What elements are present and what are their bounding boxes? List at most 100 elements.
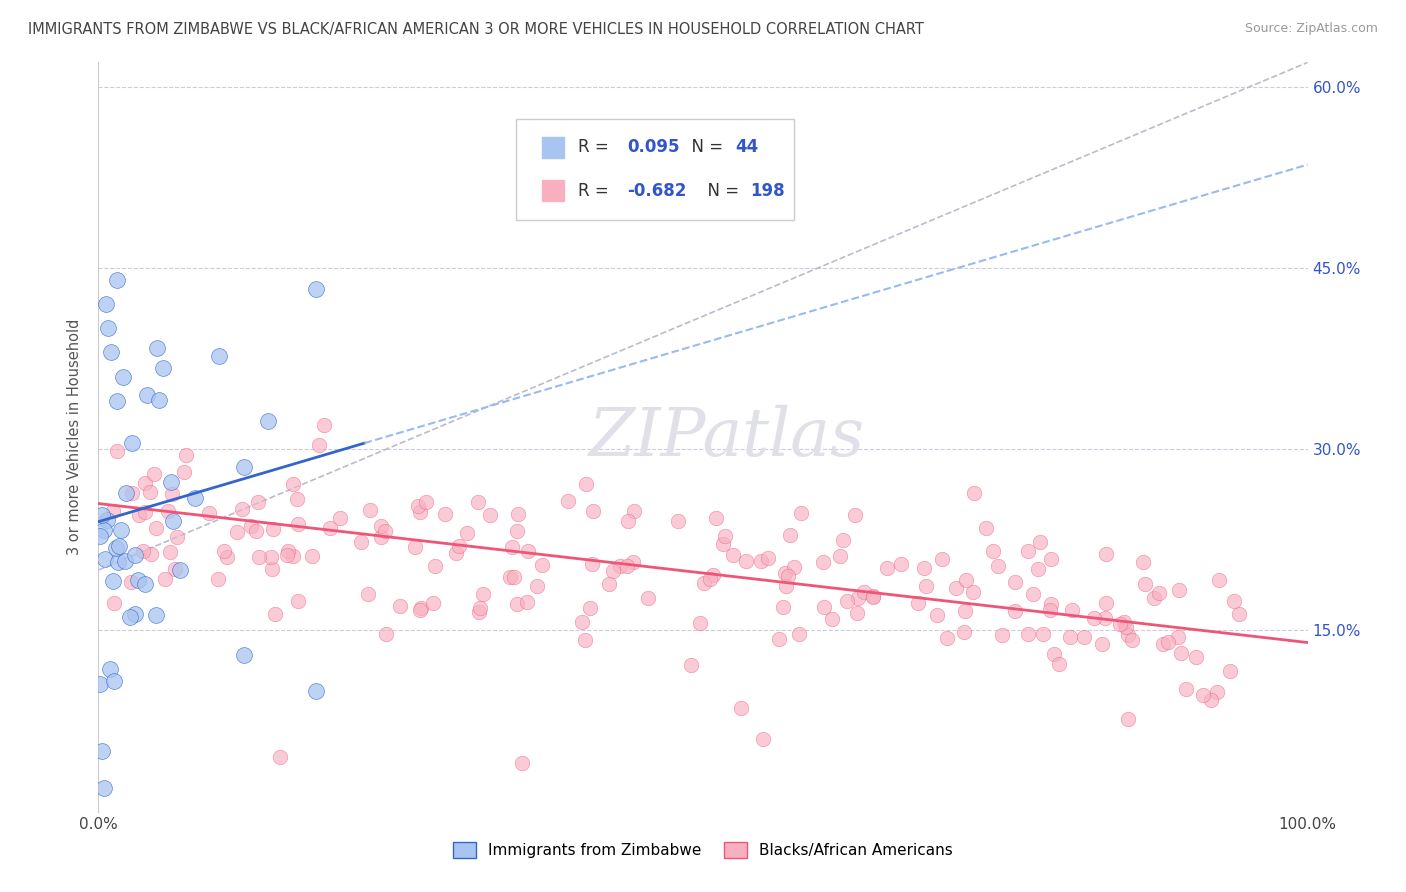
Point (121, 486, 143, 500)
Point (1094, 611, 1116, 625)
Point (837, 593, 859, 607)
Point (1199, 693, 1222, 707)
Point (359, 502, 381, 516)
Point (305, 684, 328, 698)
Point (846, 606, 869, 620)
Point (281, 549, 304, 564)
Point (1116, 628, 1139, 642)
Point (90, 508, 112, 523)
Legend: Immigrants from Zimbabwe, Blacks/African Americans: Immigrants from Zimbabwe, Blacks/African… (447, 836, 959, 864)
Point (247, 495, 270, 509)
Point (530, 558, 553, 572)
Point (468, 605, 491, 619)
Point (156, 504, 179, 518)
Point (1168, 583, 1191, 598)
Point (128, 508, 150, 522)
Point (121, 435, 143, 450)
Point (581, 557, 603, 571)
Point (409, 603, 432, 617)
Point (1109, 616, 1132, 631)
Point (142, 467, 165, 481)
Point (231, 502, 253, 516)
Text: IMMIGRANTS FROM ZIMBABWE VS BLACK/AFRICAN AMERICAN 3 OR MORE VEHICLES IN HOUSEHO: IMMIGRANTS FROM ZIMBABWE VS BLACK/AFRICA… (28, 22, 924, 37)
Point (111, 369, 134, 384)
Point (91, 744, 114, 758)
Point (1152, 637, 1174, 651)
Point (404, 541, 426, 555)
Point (93, 780, 115, 795)
Point (699, 573, 721, 587)
Text: 0.095: 0.095 (627, 138, 679, 156)
Point (162, 514, 184, 528)
Point (1208, 573, 1230, 587)
Point (118, 609, 141, 624)
Point (506, 524, 529, 538)
Point (145, 341, 167, 355)
Point (609, 558, 631, 573)
Point (575, 477, 598, 491)
Point (702, 568, 724, 582)
Point (935, 631, 957, 645)
Point (232, 648, 254, 662)
Point (1132, 555, 1154, 569)
Point (94, 552, 117, 566)
Point (108, 539, 131, 553)
Bar (543, 180, 564, 201)
Point (1133, 577, 1156, 591)
Point (285, 492, 308, 507)
Point (862, 589, 884, 603)
Point (721, 549, 744, 563)
Point (666, 514, 689, 528)
Point (153, 572, 176, 586)
Point (152, 360, 174, 375)
Point (127, 573, 149, 587)
Point (105, 273, 128, 287)
Text: R =: R = (578, 138, 614, 156)
Point (574, 632, 596, 647)
Point (844, 508, 866, 522)
Point (139, 547, 162, 561)
Point (787, 626, 810, 640)
Point (148, 393, 170, 408)
Point (208, 349, 231, 363)
Point (890, 557, 912, 571)
Point (981, 544, 1004, 558)
Point (637, 591, 659, 605)
Point (1116, 712, 1139, 726)
Text: N =: N = (697, 182, 744, 200)
Point (173, 465, 195, 479)
Point (145, 521, 167, 535)
Point (1157, 635, 1180, 649)
Point (470, 601, 492, 615)
Point (790, 506, 813, 520)
Point (925, 607, 948, 622)
Point (962, 585, 984, 599)
Point (693, 575, 716, 590)
Point (135, 388, 157, 402)
Point (287, 516, 309, 531)
Text: 198: 198 (751, 182, 785, 200)
Point (974, 521, 997, 535)
Point (94, 297, 117, 311)
Point (115, 485, 138, 500)
Point (232, 460, 254, 475)
Point (260, 549, 283, 564)
Point (1042, 647, 1064, 661)
Point (132, 543, 155, 558)
Point (955, 574, 977, 588)
Point (501, 540, 523, 554)
Point (689, 616, 711, 631)
Point (139, 484, 162, 499)
Point (571, 615, 593, 630)
Point (945, 582, 967, 596)
Point (811, 555, 834, 569)
Point (498, 569, 520, 583)
Point (159, 545, 181, 559)
Point (301, 549, 323, 563)
Point (813, 600, 835, 615)
Point (110, 524, 132, 538)
Point (783, 560, 806, 574)
Point (1115, 620, 1137, 634)
Point (1205, 685, 1227, 699)
Point (276, 548, 298, 562)
